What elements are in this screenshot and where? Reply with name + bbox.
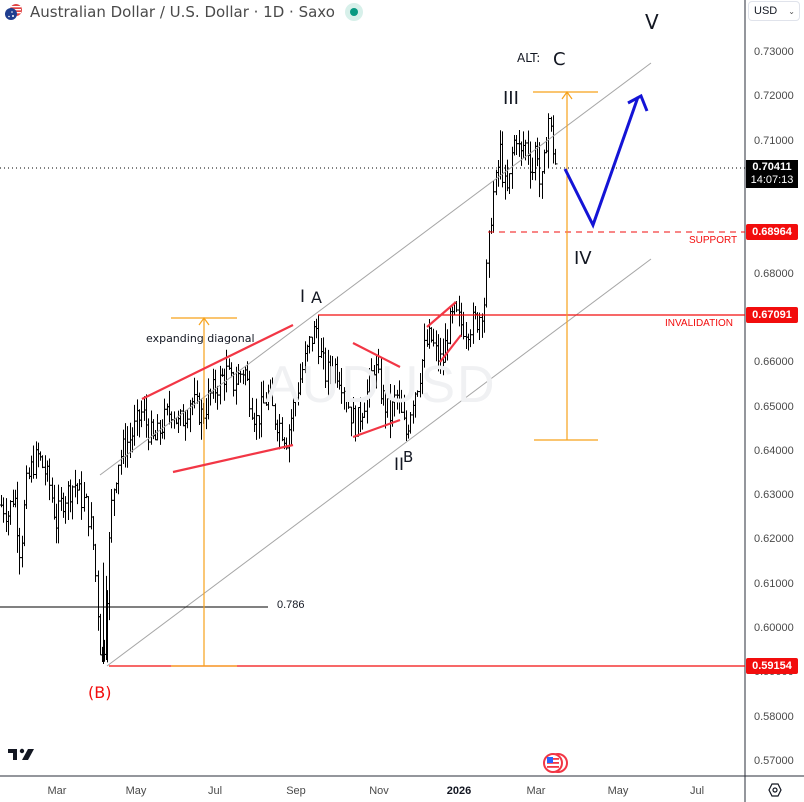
price-tick: 0.62000 (754, 533, 794, 546)
price-tick: 0.72000 (754, 90, 794, 103)
symbol-watermark: AUDUSD (265, 356, 497, 414)
invalidation-label: INVALIDATION (665, 318, 733, 329)
fib-0786-label: 0.786 (277, 599, 305, 611)
time-tick: Nov (369, 785, 389, 797)
settings-gear-icon[interactable] (766, 781, 784, 799)
wave-i-label: I (300, 287, 306, 307)
price-tick: 0.63000 (754, 489, 794, 502)
price-tick: 0.60000 (754, 622, 794, 635)
time-tick: Jul (207, 785, 223, 797)
aud-usd-flag-icon (4, 3, 24, 21)
symbol-title: Australian Dollar / U.S. Dollar · 1D · S… (30, 3, 335, 21)
chevron-down-icon: ⌄ (788, 6, 795, 16)
wave-iv-label: IV (574, 248, 592, 269)
time-tick: May (125, 785, 147, 797)
time-tick: Mar (526, 785, 546, 797)
wave-v-label: V (645, 10, 659, 34)
expanding-diagonal-label: expanding diagonal (146, 332, 255, 345)
alt-c-label: C (553, 49, 566, 70)
price-tick: 0.58000 (754, 710, 794, 723)
drawings-layer (0, 62, 745, 667)
wave-a-label: A (311, 288, 322, 307)
price-tick: 0.61000 (754, 577, 794, 590)
price-tick: 0.65000 (754, 400, 794, 413)
last-price: 0.70411 (752, 161, 792, 173)
us-flag-events-icon[interactable] (541, 752, 569, 778)
time-tick: 2026 (446, 785, 472, 797)
wave-b-paren-label: (B) (88, 683, 112, 702)
price-tick: 0.73000 (754, 46, 794, 58)
price-tick: 0.71000 (754, 134, 794, 147)
time-tick: Sep (286, 785, 306, 797)
bar-countdown: 14:07:13 (750, 174, 794, 186)
time-tick: Mar (47, 785, 67, 797)
price-level-tag: 0.67091 (746, 307, 798, 323)
price-tick: 0.57000 (754, 755, 794, 767)
wave-iii-label: III (503, 88, 519, 109)
price-level-tag: 0.68964 (746, 224, 798, 240)
last-price-tag: 0.70411 14:07:13 (746, 160, 798, 188)
time-tick: May (607, 785, 629, 797)
price-tick: 0.68000 (754, 267, 794, 280)
time-tick: Jul (689, 785, 705, 797)
support-label: SUPPORT (689, 235, 738, 246)
currency-select[interactable]: USD ⌄ (748, 1, 800, 21)
price-level-tag: 0.59154 (746, 658, 798, 674)
market-status-icon[interactable] (344, 3, 363, 21)
price-tick: 0.64000 (754, 444, 794, 457)
ohlc-bars (0, 113, 558, 664)
tradingview-logo-icon[interactable] (8, 746, 40, 766)
currency-value: USD (754, 5, 778, 17)
wave-b-label: B (403, 448, 414, 466)
price-tick: 0.66000 (754, 356, 794, 369)
wave-ii-label: II (394, 455, 405, 475)
alt-label: ALT: (517, 51, 541, 65)
symbol-header[interactable]: Australian Dollar / U.S. Dollar · 1D · S… (4, 1, 363, 23)
